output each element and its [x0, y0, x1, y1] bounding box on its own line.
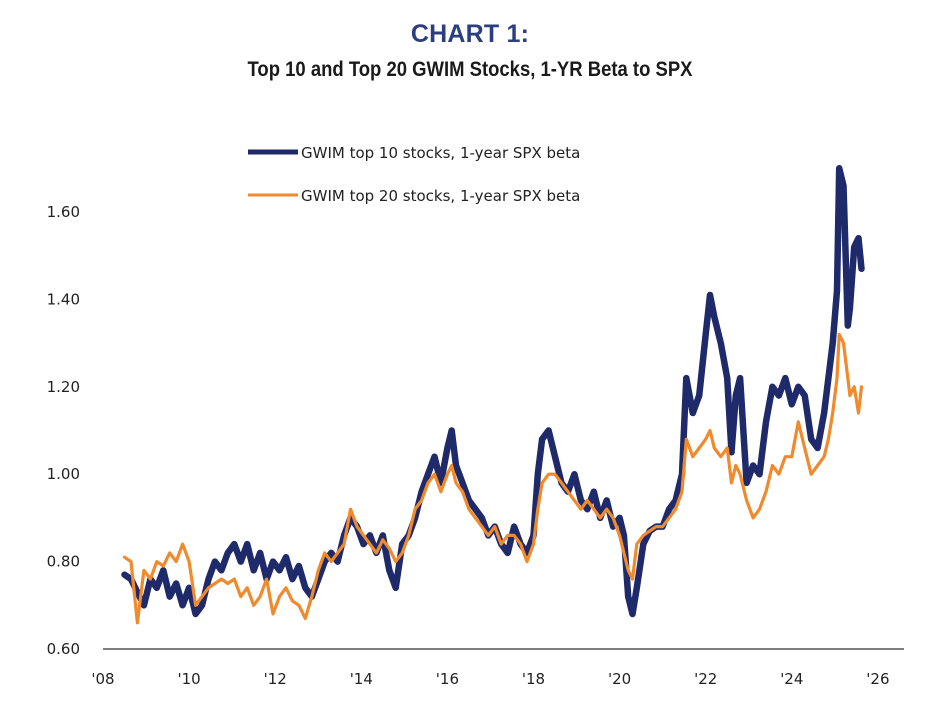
x-tick-label: '20	[608, 670, 631, 688]
x-tick-label: '14	[350, 670, 373, 688]
legend: GWIM top 10 stocks, 1-year SPX beta GWIM …	[248, 144, 580, 205]
x-tick-label: '10	[177, 670, 200, 688]
x-tick-label: '22	[694, 670, 717, 688]
x-tick-label: '24	[780, 670, 803, 688]
chart-subtitle: Top 10 and Top 20 GWIM Stocks, 1-YR Beta…	[247, 58, 693, 81]
series-line-top20	[122, 332, 864, 625]
x-tick-label: '16	[436, 670, 459, 688]
y-tick-label: 1.00	[47, 465, 80, 483]
chart-title: CHART 1:	[410, 20, 530, 48]
legend-label-top10: GWIM top 10 stocks, 1-year SPX beta	[301, 144, 580, 162]
x-tick-label: '12	[264, 670, 287, 688]
y-tick-label: 0.80	[47, 553, 80, 571]
x-tick-label: '18	[522, 670, 545, 688]
series-layer	[121, 165, 865, 625]
y-tick-label: 1.20	[47, 378, 80, 396]
legend-label-top20: GWIM top 20 stocks, 1-year SPX beta	[301, 187, 580, 205]
series-line-top10	[121, 165, 865, 618]
y-tick-label: 1.60	[47, 203, 80, 221]
x-axis-ticks: '08 '10 '12 '14 '16 '18 '20 '22 '24 '26	[91, 670, 889, 688]
x-tick-label: '08	[91, 670, 114, 688]
x-tick-label: '26	[866, 670, 889, 688]
y-tick-label: 0.60	[47, 640, 80, 658]
y-tick-label: 1.40	[47, 290, 80, 308]
y-axis-ticks: 0.60 0.80 1.00 1.20 1.40 1.60	[47, 203, 80, 658]
